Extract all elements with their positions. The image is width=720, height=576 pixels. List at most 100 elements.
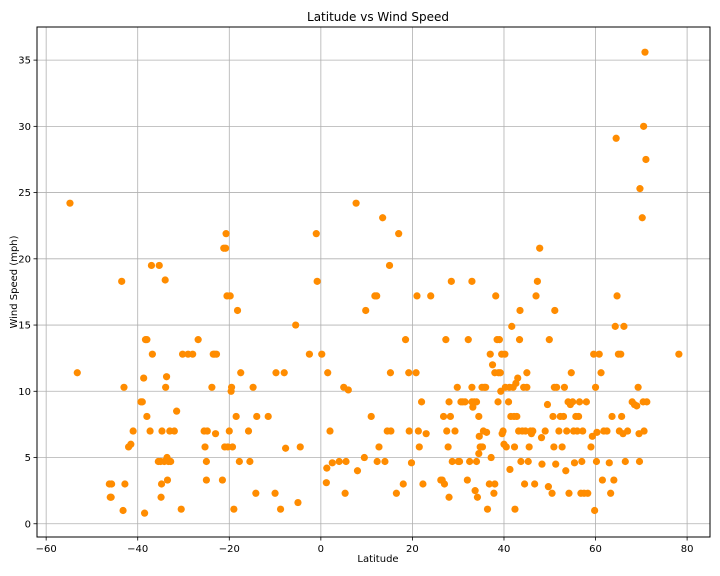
data-point [579, 427, 587, 435]
data-point [140, 374, 148, 382]
data-point [472, 398, 481, 406]
data-point [515, 336, 524, 344]
data-point [318, 350, 326, 358]
data-point [385, 261, 394, 270]
data-point [485, 480, 493, 488]
data-point [466, 457, 474, 466]
data-point [143, 412, 151, 421]
data-point [147, 261, 156, 270]
x-tick-label: 80 [681, 544, 694, 555]
data-point [444, 443, 452, 451]
data-point [155, 261, 163, 270]
data-point [532, 292, 540, 300]
data-point [328, 459, 336, 467]
data-point [636, 185, 644, 193]
data-point [495, 336, 504, 344]
data-point [129, 427, 137, 435]
data-point [634, 383, 642, 391]
data-point [575, 398, 584, 406]
data-point [417, 398, 426, 406]
data-point [162, 373, 171, 381]
data-point [620, 322, 628, 330]
data-point [595, 350, 603, 358]
data-point [442, 336, 450, 344]
data-point [475, 449, 483, 458]
data-point [506, 465, 514, 474]
data-point [621, 457, 629, 466]
data-point [513, 412, 521, 421]
data-point [541, 427, 549, 435]
data-point [143, 336, 151, 344]
grid-lines [37, 27, 710, 537]
data-point [640, 427, 648, 435]
data-point [593, 428, 601, 436]
data-point [230, 505, 238, 513]
data-point [565, 489, 573, 497]
data-point [108, 480, 116, 488]
data-point [413, 292, 421, 300]
data-point [342, 457, 350, 466]
data-point [592, 457, 601, 466]
data-point [482, 428, 491, 436]
data-point [559, 412, 568, 421]
data-point [582, 398, 590, 406]
data-point [445, 493, 453, 501]
data-point [405, 369, 413, 377]
data-point [202, 476, 210, 484]
data-point [570, 459, 579, 467]
data-point [225, 427, 233, 435]
data-point [167, 457, 175, 466]
data-point [537, 434, 546, 442]
data-point [613, 292, 621, 300]
data-point [360, 453, 368, 462]
data-point [412, 369, 420, 377]
data-point [638, 214, 646, 222]
data-point [353, 467, 362, 475]
data-point [157, 480, 166, 488]
data-point [177, 505, 185, 513]
y-tick-label: 30 [18, 122, 31, 133]
data-point [525, 443, 533, 451]
data-point [591, 506, 599, 515]
y-tick-label: 10 [18, 387, 31, 398]
data-point [575, 412, 583, 421]
data-point [475, 412, 483, 421]
data-point [203, 427, 211, 435]
data-point [272, 369, 280, 377]
data-point [623, 427, 632, 435]
data-point [590, 350, 598, 358]
data-point [335, 457, 343, 466]
data-point [501, 350, 509, 358]
data-point [375, 443, 383, 451]
data-point [502, 443, 510, 451]
data-point [222, 230, 230, 238]
data-point [387, 427, 395, 435]
data-point [633, 402, 641, 410]
data-point [510, 443, 519, 451]
data-point [443, 427, 451, 435]
data-point [178, 350, 187, 358]
data-point [451, 427, 459, 435]
data-point [555, 427, 563, 435]
data-point [492, 292, 500, 300]
data-point [222, 244, 230, 252]
data-point [523, 383, 531, 391]
data-point [249, 383, 257, 391]
data-point [294, 498, 302, 507]
data-point [305, 350, 314, 358]
data-point [162, 383, 170, 391]
data-point [448, 457, 456, 466]
data-point [517, 457, 525, 466]
data-point [491, 480, 499, 488]
data-point [157, 493, 165, 501]
data-point [253, 412, 261, 421]
data-point [524, 457, 532, 466]
y-axis-ticks: 0 5 10 15 20 25 30 35 [18, 56, 37, 530]
data-point [138, 398, 146, 406]
data-point [562, 467, 570, 475]
data-point [468, 383, 476, 391]
data-point [552, 460, 560, 468]
y-tick-label: 25 [18, 188, 31, 199]
data-point [201, 443, 209, 451]
data-point [598, 476, 607, 484]
